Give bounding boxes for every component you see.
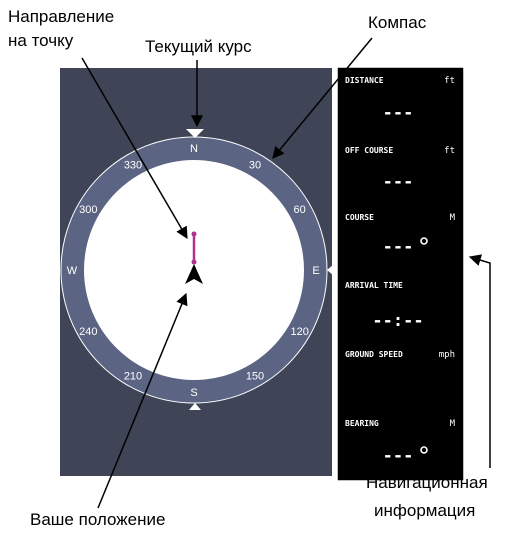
field-label: OFF COURSE [345,146,393,155]
callout-text: Направление [8,7,114,26]
nav-panel [336,66,465,482]
field-label: GROUND SPEED [345,350,403,359]
compass-label: 330 [124,159,142,171]
compass-label: S [190,387,197,399]
field-label: DISTANCE [345,76,384,85]
field-unit: M [450,213,456,223]
compass-label: 150 [246,371,264,383]
compass-label: 210 [124,371,142,383]
compass-label: 120 [290,326,308,338]
field-value: --- [383,103,414,123]
callout-text: Текущий курс [145,37,252,56]
compass-label: 240 [79,326,97,338]
field-label: BEARING [345,419,379,428]
degree-sign [420,237,428,245]
compass-label: N [190,143,198,155]
compass-label: 30 [249,159,261,171]
compass-label: 60 [294,204,306,216]
field-value: --- [383,237,414,257]
compass-label: 300 [79,204,97,216]
compass-label: W [67,265,78,277]
field-unit: M [450,419,456,429]
callout-arrows [81,37,491,509]
compass-label: E [312,265,319,277]
field-unit: ft [444,76,455,86]
field-value: --- [383,172,414,192]
field-value: --- [383,446,414,466]
callout-text: Ваше положение [30,510,165,529]
callout-text: Компас [368,13,427,32]
field-value: --:-- [372,311,423,331]
field-label: COURSE [345,213,374,222]
callout-text: информация [374,501,475,520]
field-unit: mph [439,350,455,360]
field-unit: ft [444,146,455,156]
degree-sign [420,446,428,454]
compass: N 30 60 E 120 150 S 210 240 W 300 330 [53,129,334,410]
callout-text: на точку [8,31,74,50]
field-label: ARRIVAL TIME [345,281,403,290]
callout-text: Навигационная [366,473,488,492]
